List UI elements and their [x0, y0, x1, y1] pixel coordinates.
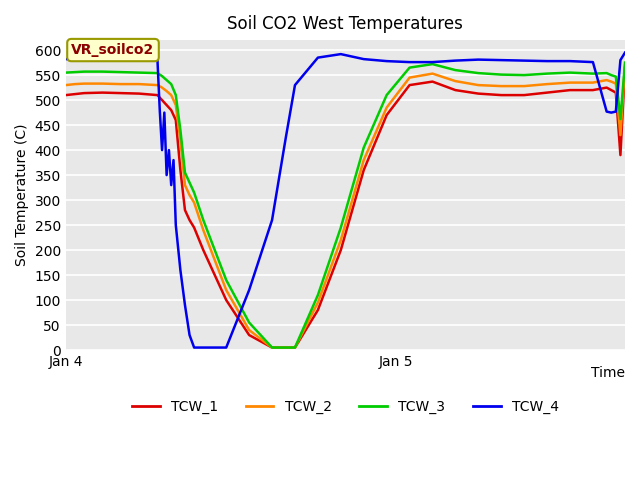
Text: VR_soilco2: VR_soilco2: [72, 43, 155, 57]
Y-axis label: Soil Temperature (C): Soil Temperature (C): [15, 124, 29, 266]
Text: Time: Time: [591, 366, 625, 380]
Legend: TCW_1, TCW_2, TCW_3, TCW_4: TCW_1, TCW_2, TCW_3, TCW_4: [126, 394, 564, 420]
Title: Soil CO2 West Temperatures: Soil CO2 West Temperatures: [227, 15, 463, 33]
